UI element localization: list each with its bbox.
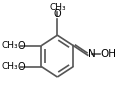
Text: O: O <box>54 9 61 19</box>
Text: N: N <box>88 49 96 59</box>
Text: O: O <box>17 41 25 51</box>
Text: CH₃: CH₃ <box>50 3 67 12</box>
Text: CH₃: CH₃ <box>1 41 18 50</box>
Text: O: O <box>17 62 25 72</box>
Text: CH₃: CH₃ <box>1 62 18 71</box>
Text: OH: OH <box>100 49 116 59</box>
